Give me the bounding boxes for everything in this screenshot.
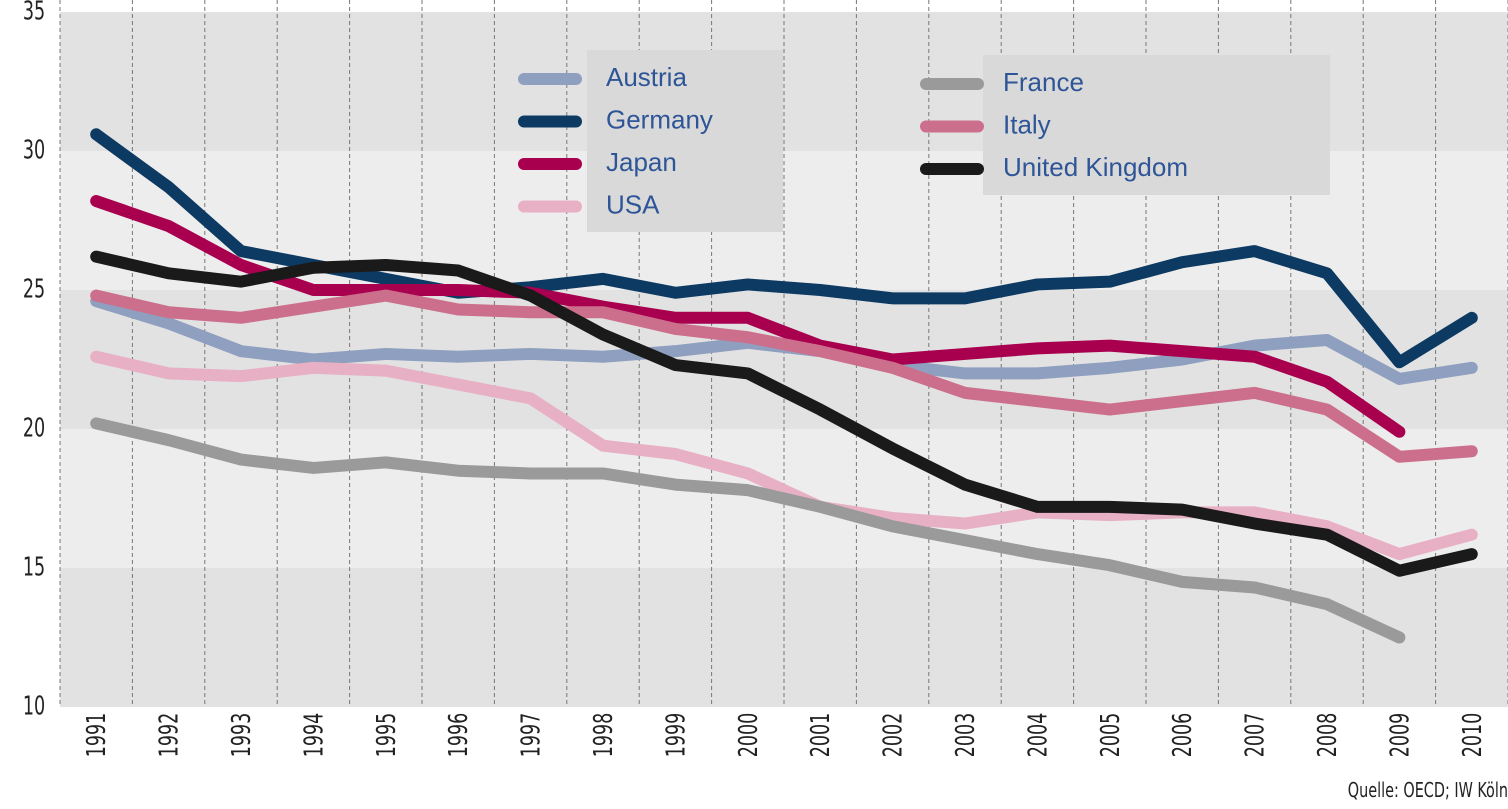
legend-label: United Kingdom (1003, 152, 1188, 182)
y-tick-label: 25 (23, 275, 45, 304)
x-tick-label: 2000 (734, 713, 763, 758)
y-tick-label: 15 (23, 553, 45, 582)
legend-label: Austria (606, 62, 687, 92)
legend: Austria Germany Japan USA France Italy United … (518, 50, 1330, 232)
legend-label: France (1003, 67, 1084, 97)
x-tick-label: 2004 (1024, 713, 1053, 758)
y-tick-label: 35 (23, 0, 45, 26)
x-tick-label: 1994 (300, 713, 329, 758)
x-tick-label: 2009 (1386, 713, 1415, 758)
x-tick-label: 1991 (83, 713, 112, 758)
legend-box (587, 50, 783, 232)
source-note: Quelle: OECD; IW Köln (1348, 779, 1508, 802)
series-line (90, 195, 1406, 438)
x-tick-label: 1996 (445, 713, 474, 758)
series-line (90, 250, 1478, 577)
x-tick-label: 2008 (1313, 713, 1342, 758)
x-tick-label: 1998 (589, 713, 618, 758)
legend-label: USA (606, 189, 660, 219)
x-tick-label: 2001 (807, 713, 836, 758)
legend-label: Japan (606, 147, 677, 177)
x-tick-label: 2002 (879, 713, 908, 758)
y-tick-label: 30 (23, 136, 45, 165)
x-tick-label: 2006 (1169, 713, 1198, 758)
x-tick-label: 1997 (517, 713, 546, 758)
x-tick-label: 2003 (951, 713, 980, 758)
legend-label: Germany (606, 104, 713, 134)
x-tick-label: 2010 (1458, 713, 1487, 758)
x-tick-label: 1999 (662, 713, 691, 758)
x-tick-label: 1993 (227, 713, 256, 758)
x-tick-label: 2007 (1241, 713, 1270, 758)
x-tick-label: 1992 (155, 713, 184, 758)
x-tick-label: 1995 (372, 713, 401, 758)
y-tick-label: 20 (23, 414, 45, 443)
series-line (90, 289, 1478, 463)
legend-label: Italy (1003, 109, 1051, 139)
x-tick-label: 2005 (1096, 713, 1125, 758)
y-tick-label: 10 (23, 692, 45, 721)
legend-box (983, 55, 1330, 195)
series-line (90, 350, 1478, 561)
series-line (90, 417, 1406, 644)
